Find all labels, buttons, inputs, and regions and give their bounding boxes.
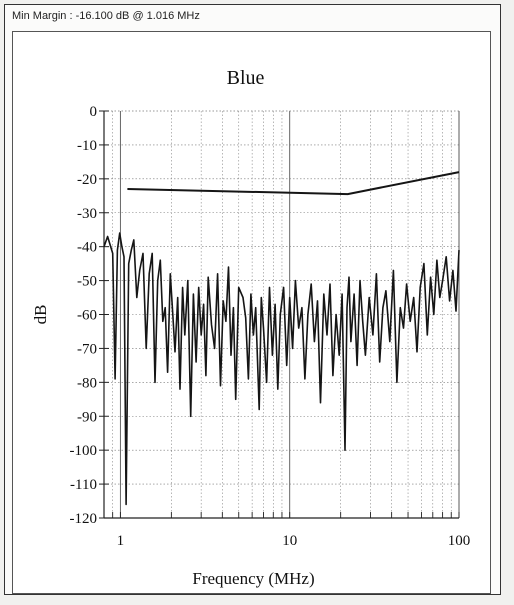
measured-line: [103, 232, 460, 506]
y-tick-label: -120: [70, 511, 98, 527]
limit-line: [127, 171, 460, 196]
y-tick-label: -110: [70, 477, 97, 493]
y-tick-label: -90: [77, 409, 97, 425]
y-tick-label: -100: [70, 443, 98, 459]
y-tick-label: -40: [77, 240, 97, 256]
x-axis-label: Frequency (MHz): [192, 569, 314, 588]
x-tick-label: 10: [282, 533, 297, 549]
y-tick-label: -60: [77, 308, 97, 324]
y-tick-label: -70: [77, 341, 97, 357]
min-margin-text: Min Margin : -16.100 dB @ 1.016 MHz: [12, 10, 200, 22]
y-tick-label: 0: [90, 104, 98, 120]
x-tick-label: 100: [448, 533, 471, 549]
y-tick-label: -30: [77, 206, 97, 222]
y-axis-label: dB: [31, 305, 50, 325]
y-tick-label: -10: [77, 138, 97, 154]
chart-title: Blue: [227, 67, 265, 89]
y-tick-label: -20: [77, 172, 97, 188]
x-tick-label: 1: [117, 533, 125, 549]
y-tick-label: -50: [77, 274, 97, 290]
y-tick-label: -80: [77, 375, 97, 391]
